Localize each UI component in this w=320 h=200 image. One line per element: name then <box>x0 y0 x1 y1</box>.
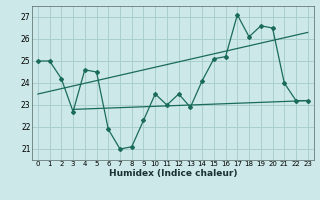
X-axis label: Humidex (Indice chaleur): Humidex (Indice chaleur) <box>108 169 237 178</box>
